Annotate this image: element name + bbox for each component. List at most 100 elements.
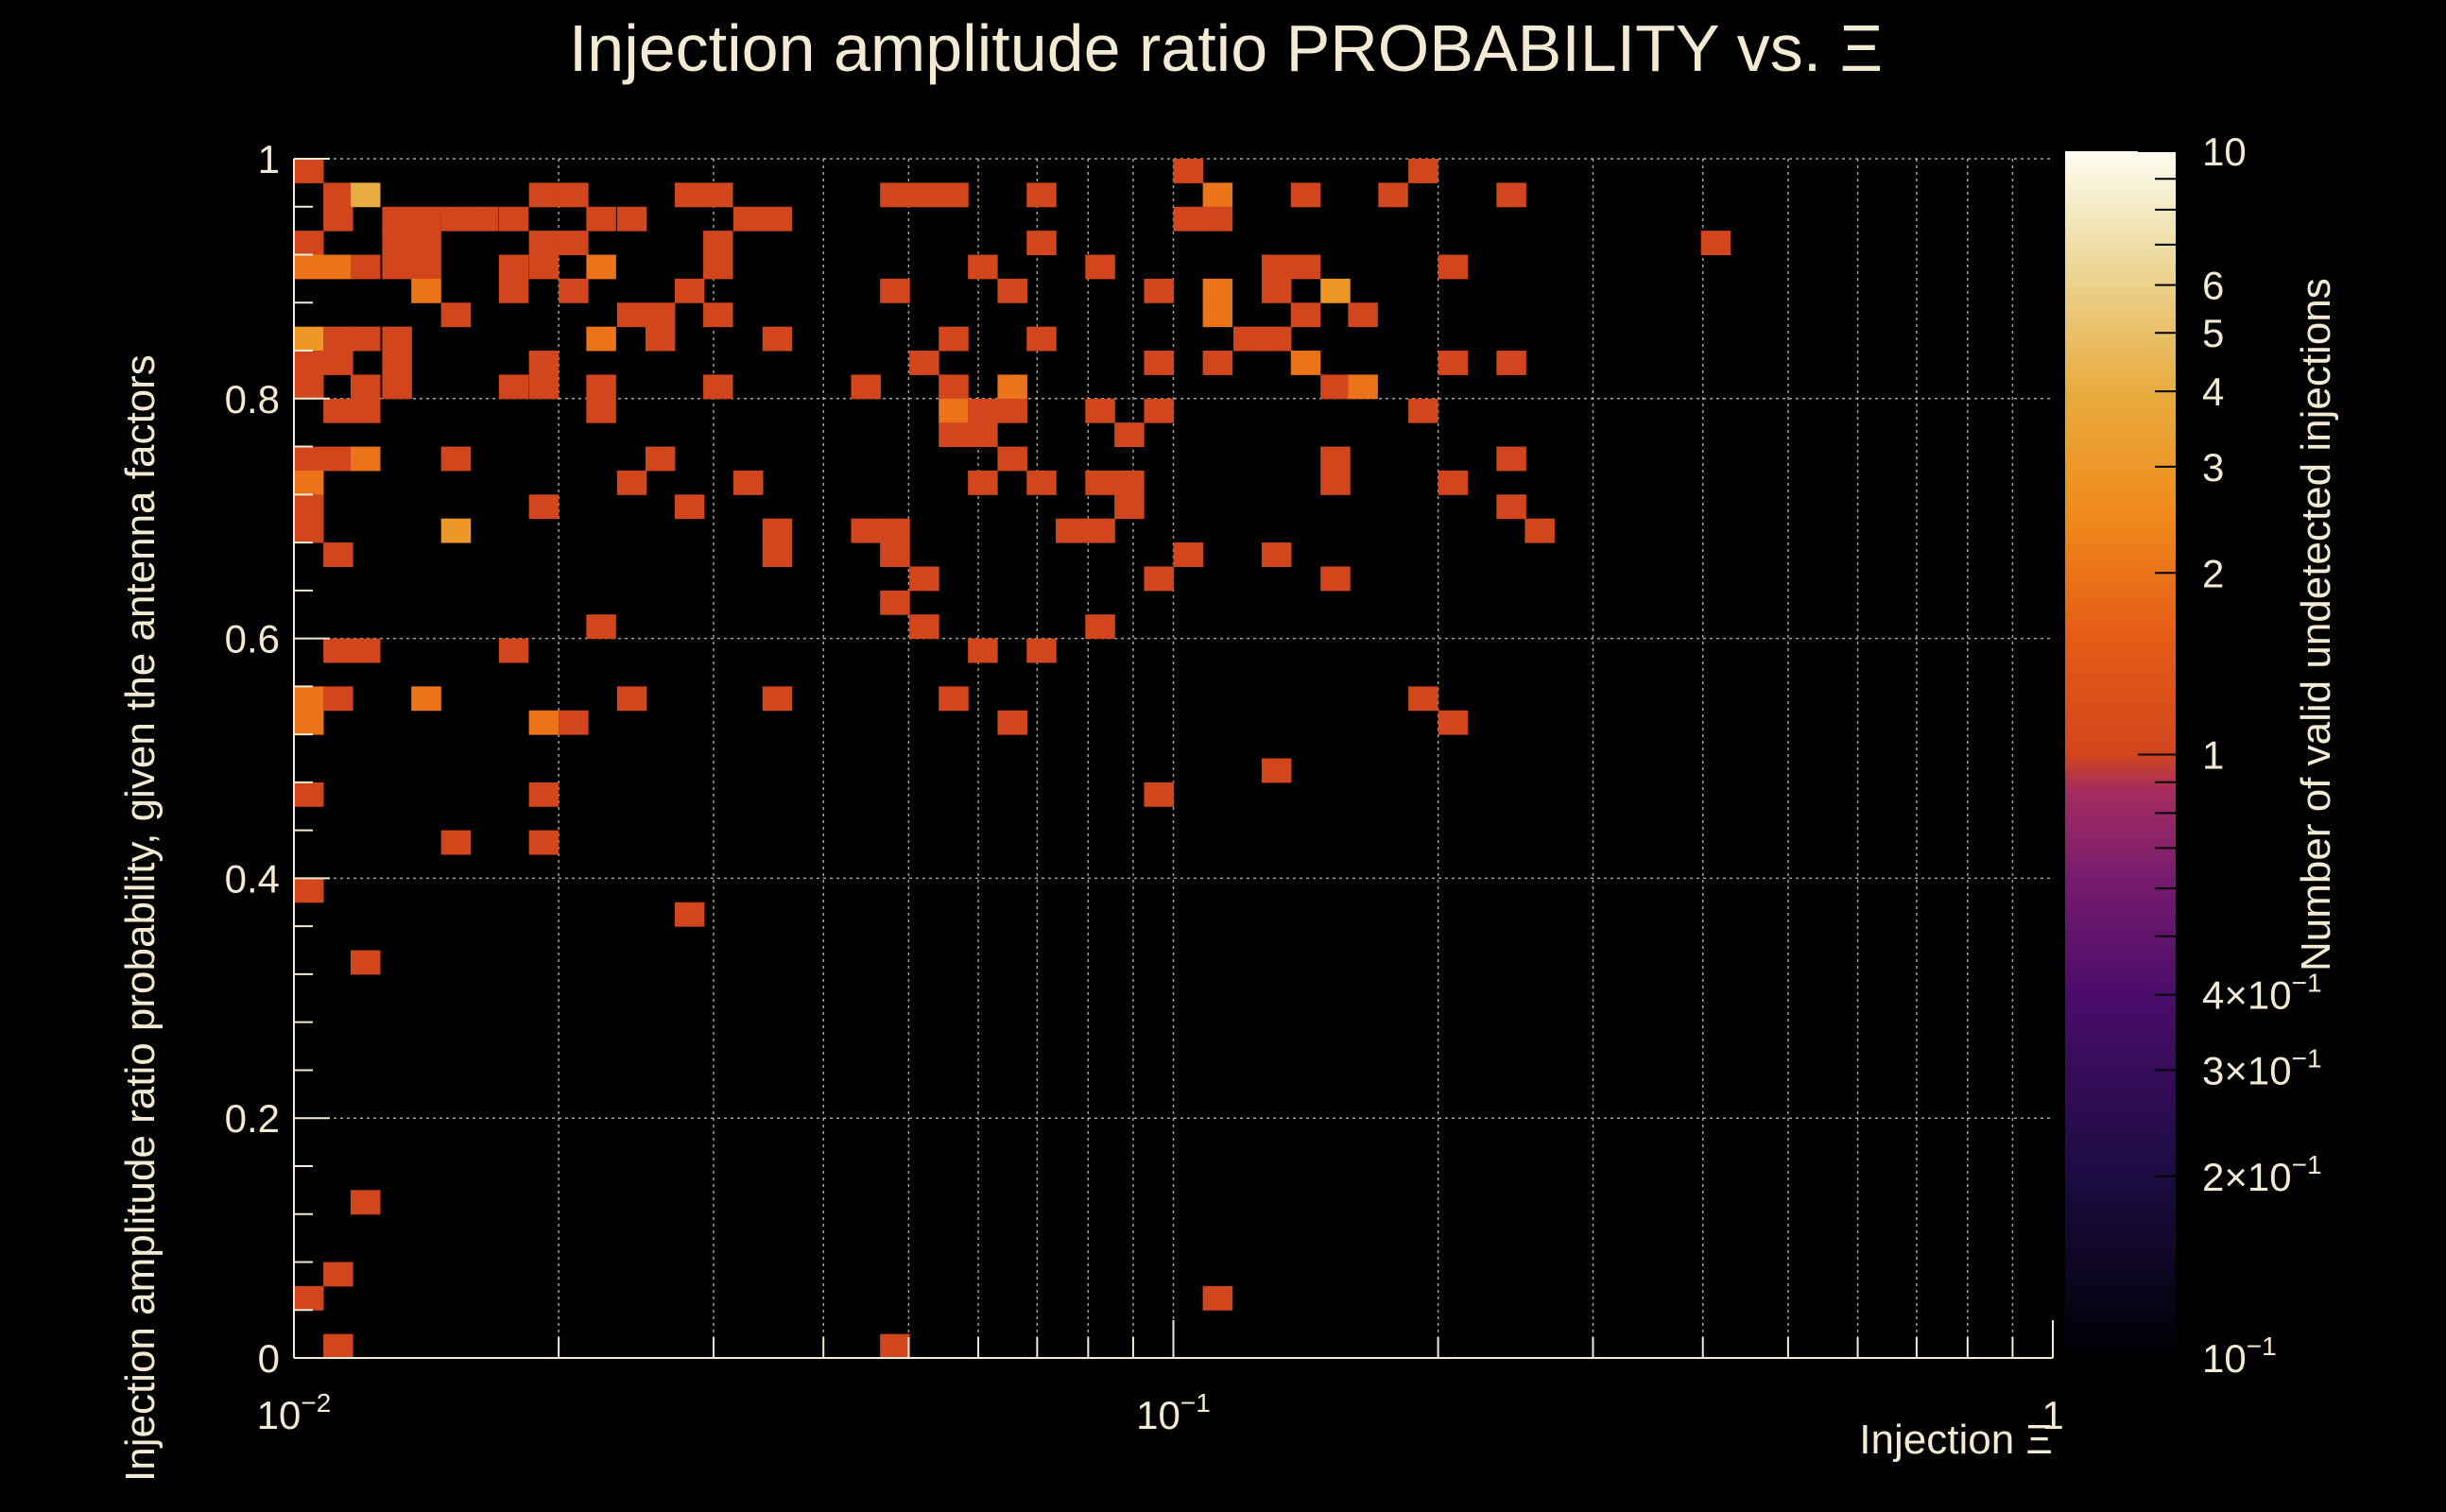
heatmap-cell — [323, 182, 353, 208]
heatmap-cell — [1261, 542, 1292, 567]
heatmap-cell — [382, 231, 412, 256]
heatmap-cell — [1438, 254, 1469, 280]
heatmap-cell — [674, 278, 705, 303]
heatmap-cell — [350, 638, 381, 663]
heatmap-cell — [703, 254, 733, 280]
colorbar-tick-label: 2×10−1 — [2202, 1150, 2322, 1199]
heatmap-cell — [1202, 278, 1233, 303]
y-tick-label: 0.4 — [225, 856, 280, 901]
heatmap-cell — [586, 614, 616, 640]
heatmap-cell — [1261, 758, 1292, 783]
heatmap-cell — [880, 1333, 910, 1359]
heatmap-cell — [939, 686, 969, 712]
heatmap-cell — [294, 470, 324, 495]
heatmap-cell — [350, 446, 381, 472]
heatmap-cell — [674, 182, 705, 208]
heatmap-cell — [294, 374, 324, 400]
heatmap-cell — [1496, 351, 1526, 375]
heatmap-cell — [1026, 182, 1057, 208]
heatmap-cell — [528, 374, 560, 400]
heatmap-cell — [1261, 254, 1292, 280]
y-tick-label: 0.2 — [225, 1096, 280, 1141]
heatmap-cell — [411, 231, 441, 256]
heatmap-cell — [440, 830, 472, 855]
heatmap-cell — [294, 518, 324, 543]
heatmap-cell — [528, 494, 560, 520]
heatmap-cell — [528, 351, 560, 375]
heatmap-cell — [1290, 182, 1321, 208]
heatmap-cell — [1202, 302, 1233, 328]
axes: 10−2 10−1 1 0 0.2 0.4 0.6 0.8 1 — [225, 137, 2064, 1437]
heatmap-cell — [1026, 470, 1057, 495]
heatmap-cell — [616, 302, 647, 328]
heatmap-cell — [939, 326, 969, 352]
heatmap-cell — [851, 518, 881, 543]
colorbar-tick-label: 3×10−1 — [2202, 1043, 2322, 1092]
heatmap-cell — [997, 398, 1027, 423]
heatmap-cell — [616, 686, 647, 712]
heatmap-cell — [968, 422, 998, 448]
heatmap-cell — [1290, 351, 1321, 375]
heatmap-cell — [382, 206, 412, 232]
heatmap-cell — [1056, 518, 1086, 543]
heatmap-cell — [939, 422, 969, 448]
heatmap-cell — [1232, 326, 1264, 352]
heatmap-cell — [323, 1333, 353, 1359]
heatmap-cell — [1026, 231, 1057, 256]
heatmap-cell — [323, 206, 353, 232]
heatmap-cell — [350, 1190, 381, 1215]
heatmap-cell — [350, 398, 381, 423]
colorbar-tick-label: 3 — [2202, 445, 2224, 490]
heatmap-cell — [997, 710, 1027, 735]
heatmap-cell — [559, 278, 589, 303]
heatmap-cell — [559, 182, 589, 208]
heatmap-cell — [323, 351, 353, 375]
heatmap-cell — [440, 446, 472, 472]
heatmap-cell — [411, 278, 441, 303]
heatmap-cell — [1348, 374, 1378, 400]
heatmap-cell — [1173, 159, 1204, 183]
heatmap-cell — [528, 710, 560, 735]
heatmap-cell — [1496, 182, 1526, 208]
y-tick-label: 0 — [258, 1336, 280, 1381]
heatmap-cell — [968, 470, 998, 495]
heatmap-cell — [1496, 494, 1526, 520]
heatmap-cell — [1496, 446, 1526, 472]
heatmap-cell — [674, 494, 705, 520]
heatmap-cell — [997, 374, 1027, 400]
heatmap-cell — [1261, 278, 1292, 303]
heatmap-cell — [1320, 566, 1351, 592]
heatmap-cell — [528, 782, 560, 807]
heatmap-cell — [382, 374, 412, 400]
heatmap-cell — [294, 446, 324, 472]
heatmap-cell — [294, 326, 324, 352]
heatmap-cell — [703, 374, 733, 400]
heatmap-cell — [586, 398, 616, 423]
grid — [293, 158, 2053, 1359]
heatmap-cell — [1144, 398, 1174, 423]
heatmap-cell — [1114, 470, 1145, 495]
heatmap-cell — [1700, 231, 1731, 256]
heatmap-cell — [559, 231, 589, 256]
heatmap-cell — [294, 494, 324, 520]
heatmap-cell — [645, 302, 676, 328]
heatmap-cell — [528, 830, 560, 855]
heatmap-cell — [909, 614, 939, 640]
heatmap-cell — [1114, 494, 1145, 520]
heatmap-cell — [1173, 206, 1204, 232]
chart-title: Injection amplitude ratio PROBABILITY vs… — [569, 11, 1883, 85]
heatmap-cell — [732, 470, 764, 495]
heatmap-cell — [762, 326, 793, 352]
heatmap-cell — [880, 542, 910, 567]
heatmap-cell — [880, 590, 910, 615]
heatmap-cell — [1085, 254, 1115, 280]
heatmap-cell — [350, 326, 381, 352]
heatmap-cell — [616, 206, 647, 232]
heatmap-cell — [1408, 686, 1438, 712]
heatmap-cell — [468, 206, 499, 232]
y-tick-label: 1 — [258, 137, 280, 181]
heatmap-cell — [294, 782, 324, 807]
heatmap-cell — [1320, 446, 1351, 472]
heatmap-cell — [880, 182, 910, 208]
heatmap-cell — [586, 206, 616, 232]
